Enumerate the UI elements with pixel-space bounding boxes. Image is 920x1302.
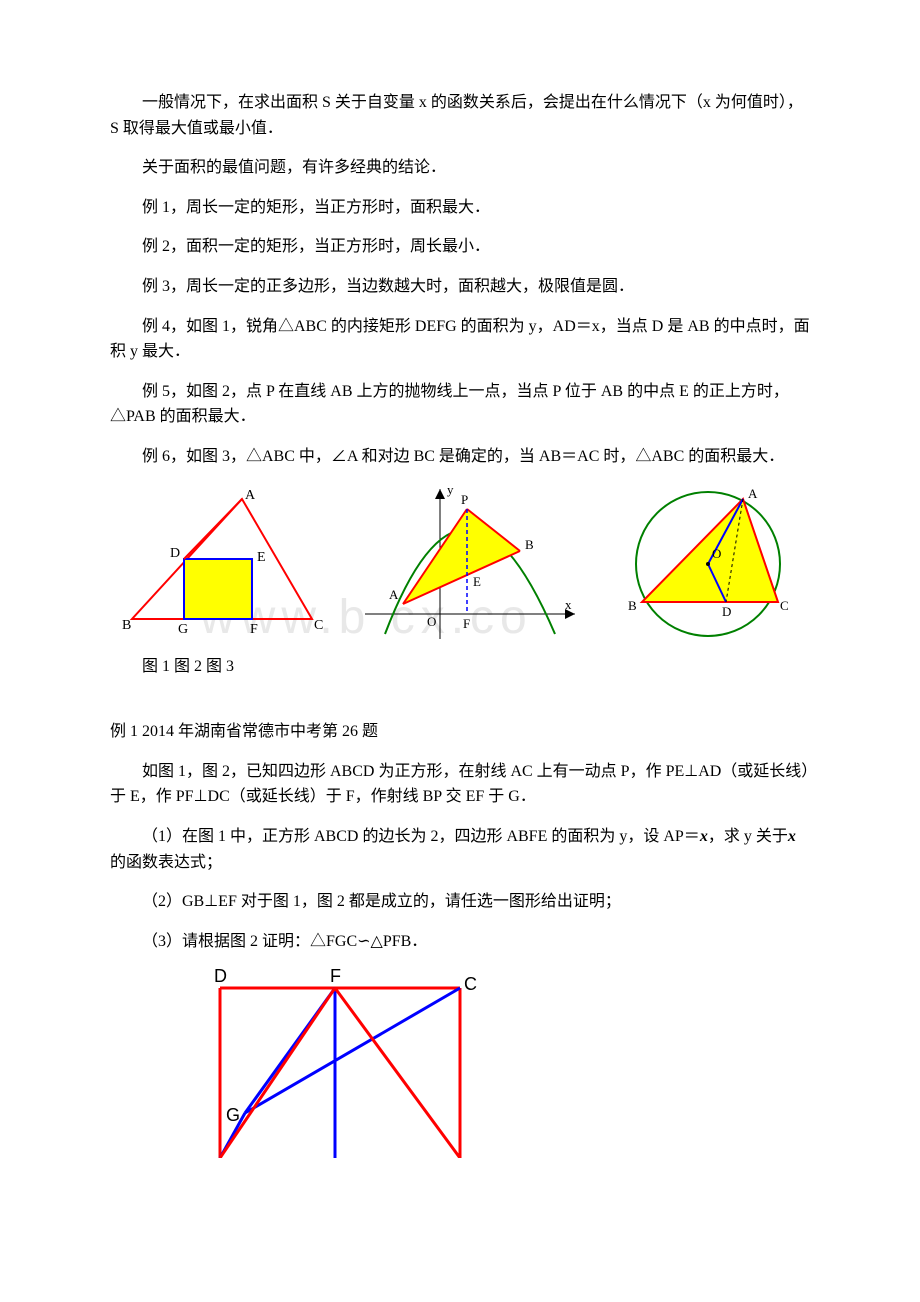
example-problem-heading: 例 1 2014 年湖南省常德市中考第 26 题 [110, 719, 810, 745]
svg-text:A: A [245, 489, 256, 503]
svg-text:F: F [250, 622, 258, 637]
q1-text-a: （1）在图 1 中，正方形 ABCD 的边长为 2，四边形 ABFE 的面积为 … [142, 828, 700, 845]
example-6: 例 6，如图 3，△ABC 中，∠A 和对边 BC 是确定的，当 AB＝AC 时… [110, 444, 810, 470]
q1-var-x: x [700, 828, 708, 845]
svg-text:D: D [170, 546, 180, 561]
example-3: 例 3，周长一定的正多边形，当边数越大时，面积越大，极限值是圆． [110, 274, 810, 300]
svg-text:E: E [257, 550, 266, 565]
question-2: （2）GB⊥EF 对于图 1，图 2 都是成立的，请任选一图形给出证明； [110, 889, 810, 915]
paragraph-intro2: 关于面积的最值问题，有许多经典的结论． [110, 155, 810, 181]
svg-text:F: F [330, 968, 341, 986]
svg-text:G: G [178, 622, 188, 637]
svg-text:C: C [314, 618, 323, 633]
svg-text:C: C [780, 598, 789, 613]
example-2: 例 2，面积一定的矩形，当正方形时，周长最小． [110, 234, 810, 260]
svg-text:B: B [122, 618, 131, 633]
svg-text:O: O [712, 546, 721, 561]
figure-2: O x y P A B E F [365, 484, 585, 644]
svg-text:F: F [463, 616, 470, 631]
svg-text:D: D [214, 968, 227, 986]
question-1: （1）在图 1 中，正方形 ABCD 的边长为 2，四边形 ABFE 的面积为 … [110, 824, 810, 875]
question-stem: 如图 1，图 2，已知四边形 ABCD 为正方形，在射线 AC 上有一动点 P，… [110, 759, 810, 810]
paragraph-intro: 一般情况下，在求出面积 S 关于自变量 x 的函数关系后，会提出在什么情况下（x… [110, 90, 810, 141]
q1-text-b: ，求 y 关于 [708, 828, 788, 845]
svg-text:A: A [748, 486, 758, 501]
svg-text:P: P [461, 492, 468, 507]
figure-4: D F C G [110, 968, 810, 1158]
svg-text:B: B [525, 537, 534, 552]
q1-var-x2: x [788, 828, 796, 845]
figure-1: A B C D E F G [122, 489, 332, 639]
svg-text:G: G [226, 1105, 240, 1125]
question-3: （3）请根据图 2 证明：△FGC∽△PFB． [110, 929, 810, 955]
svg-text:B: B [628, 598, 637, 613]
svg-text:y: y [447, 484, 454, 497]
svg-text:A: A [389, 587, 399, 602]
svg-text:x: x [565, 597, 572, 612]
figures-row: A B C D E F G O x y P A B E F A B C [110, 484, 810, 644]
svg-text:E: E [473, 574, 481, 589]
svg-text:C: C [464, 974, 477, 994]
q1-text-c: 的函数表达式； [110, 854, 222, 871]
svg-text:D: D [722, 604, 731, 619]
figure-labels: 图 1 图 2 图 3 [110, 654, 810, 680]
example-5: 例 5，如图 2，点 P 在直线 AB 上方的抛物线上一点，当点 P 位于 AB… [110, 379, 810, 430]
svg-text:O: O [427, 614, 436, 629]
example-4: 例 4，如图 1，锐角△ABC 的内接矩形 DEFG 的面积为 y，AD＝x，当… [110, 314, 810, 365]
figure-3: A B C D O [618, 484, 798, 644]
example-1: 例 1，周长一定的矩形，当正方形时，面积最大． [110, 195, 810, 221]
